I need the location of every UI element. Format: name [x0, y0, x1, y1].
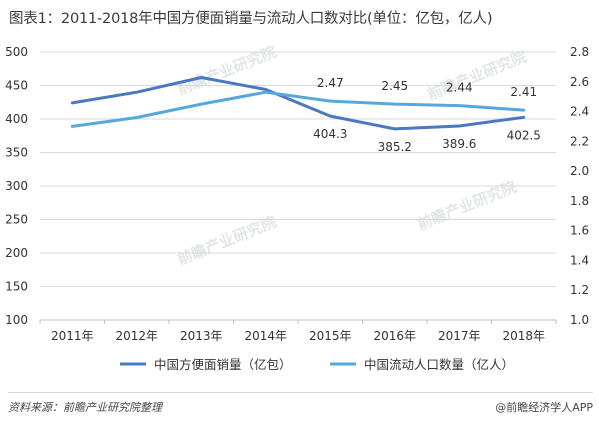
- y-left-tick-label: 500: [5, 45, 28, 59]
- data-label: 389.6: [442, 137, 476, 151]
- data-label: 2.47: [317, 76, 344, 90]
- y-right-tick-label: 1.8: [570, 194, 589, 208]
- y-left-tick-label: 300: [5, 179, 28, 193]
- x-tick-label: 2013年: [180, 329, 223, 343]
- data-label: 402.5: [507, 128, 541, 142]
- x-tick-label: 2014年: [244, 329, 287, 343]
- y-left-tick-label: 100: [5, 313, 28, 327]
- y-left-tick-label: 150: [5, 280, 28, 294]
- legend-label: 中国方便面销量（亿包）: [154, 357, 292, 372]
- y-right-tick-label: 1.6: [570, 224, 589, 238]
- brand-credit: @前瞻经济学人APP: [495, 401, 593, 414]
- x-tick-label: 2015年: [309, 329, 352, 343]
- series-lines: [70, 76, 526, 131]
- y-left-tick-label: 250: [5, 213, 28, 227]
- data-label: 385.2: [378, 140, 412, 154]
- y-left-tick-label: 450: [5, 79, 28, 93]
- chart-title: 图表1：2011-2018年中国方便面销量与流动人口数对比(单位：亿包，亿人): [9, 11, 493, 27]
- x-tick-label: 2012年: [115, 329, 158, 343]
- y-right-tick-label: 1.4: [570, 253, 589, 267]
- data-label: 2.41: [510, 85, 537, 99]
- y-right-tick-label: 2.4: [570, 105, 589, 119]
- y-left-tick-label: 200: [5, 246, 28, 260]
- legend-label: 中国流动人口数量（亿人）: [364, 357, 514, 372]
- data-label: 2.45: [381, 79, 408, 93]
- footer-divider: [8, 392, 593, 393]
- y-right-tick-label: 2.0: [570, 164, 589, 178]
- migrant-population-line: [70, 90, 526, 128]
- legend: 中国方便面销量（亿包） 中国流动人口数量（亿人）: [120, 357, 514, 372]
- data-labels: 404.3 385.2 389.6 402.5 2.47 2.45 2.44 2.41: [313, 76, 541, 154]
- data-label: 2.44: [446, 81, 473, 95]
- y-left-tick-label: 350: [5, 146, 28, 160]
- y-right-tick-label: 1.0: [570, 313, 589, 327]
- y-right-tick-label: 2.8: [570, 45, 589, 59]
- source-note: 资料来源：前瞻产业研究院整理: [8, 401, 162, 414]
- y-right-tick-label: 2.2: [570, 134, 589, 148]
- y-right-tick-label: 2.6: [570, 75, 589, 89]
- gridlines: [40, 51, 556, 321]
- data-label: 404.3: [313, 127, 347, 141]
- watermark-text: 前瞻产业研究院: [175, 213, 279, 269]
- y-right-tick-label: 1.2: [570, 283, 589, 297]
- x-tick-label: 2017年: [438, 329, 481, 343]
- y-left-tick-label: 400: [5, 112, 28, 126]
- x-tick-label: 2011年: [51, 329, 94, 343]
- noodle-sales-line: [70, 76, 526, 131]
- x-tick-label: 2016年: [373, 329, 416, 343]
- x-tick-label: 2018年: [502, 329, 545, 343]
- axes: 100 150 200 250 300 350 400 450 500 1.0 1.2 1.4 1.6 1…: [5, 45, 589, 343]
